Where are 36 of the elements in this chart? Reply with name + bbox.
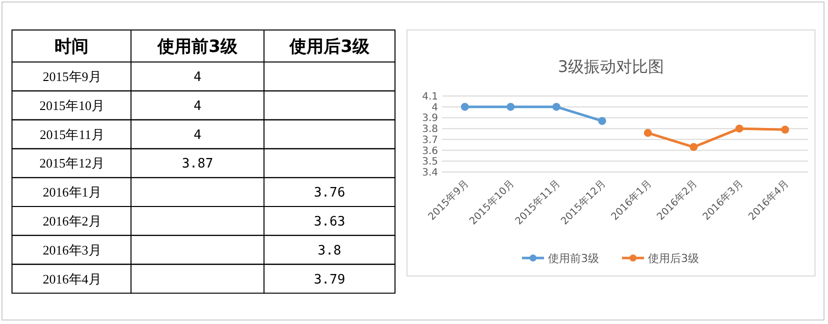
y-tick-label: 4 xyxy=(432,102,438,114)
y-tick-label: 3.4 xyxy=(422,168,438,178)
data-label: 3.8 xyxy=(318,243,342,258)
legend-label: 使用后3级 xyxy=(648,252,699,265)
point xyxy=(644,128,652,137)
point xyxy=(506,102,515,111)
y-tick-label: 3.6 xyxy=(422,146,438,157)
data-label: 3.87 xyxy=(182,156,214,172)
y-tick-label: 3.9 xyxy=(422,113,438,124)
y-tick-label: 3.7 xyxy=(422,134,438,146)
category-label: 2015年10月 xyxy=(40,98,104,113)
category-label: 2015年9月 xyxy=(42,69,102,84)
text: 使用前3级 xyxy=(156,37,238,57)
point xyxy=(735,124,744,133)
category-label: 2015年12月 xyxy=(40,156,104,171)
point xyxy=(460,102,469,111)
y-tick-label: 3.8 xyxy=(422,124,438,136)
point xyxy=(781,126,790,134)
category-label: 2016年4月 xyxy=(42,271,102,286)
chart-title: 3级振动对比图 xyxy=(558,57,664,76)
data-label: 4 xyxy=(194,128,202,143)
text: 时间 xyxy=(54,37,88,57)
point xyxy=(552,102,560,111)
y-tick-label: 3.5 xyxy=(422,156,438,168)
data-label: 3.63 xyxy=(314,214,346,230)
point xyxy=(598,116,606,125)
category-label: 2015年11月 xyxy=(40,126,104,142)
text: 使用后3级 xyxy=(288,37,370,57)
category-label: 2016年3月 xyxy=(42,242,102,258)
y-tick-label: 4.1 xyxy=(422,92,438,102)
data-label: 4 xyxy=(194,98,202,114)
data-label: 3.76 xyxy=(314,186,346,201)
data-label: 3.79 xyxy=(314,272,346,288)
data-label: 4 xyxy=(194,70,202,85)
point xyxy=(690,143,698,152)
legend-label: 使用前3级 xyxy=(548,252,599,265)
